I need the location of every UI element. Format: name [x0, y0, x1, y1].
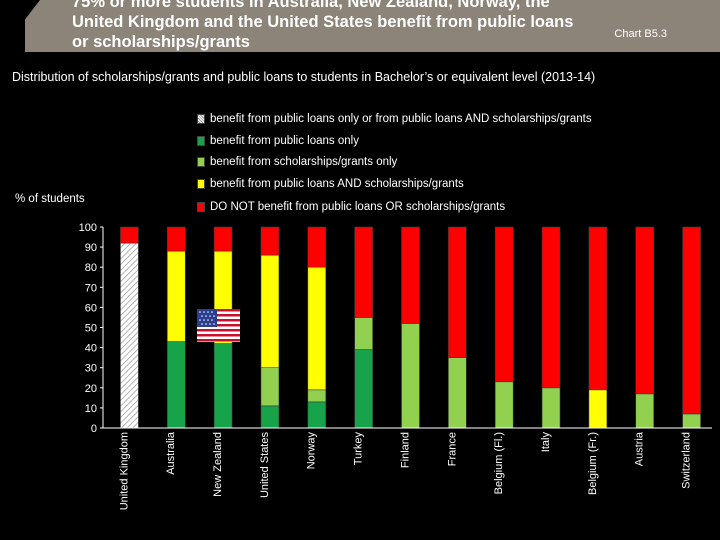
bar-segment-loans-and-scholarships: [260, 254, 280, 368]
y-tick-label: 0: [91, 423, 97, 435]
legend-label: DO NOT benefit from public loans OR scho…: [210, 201, 506, 213]
bar-segment-scholarships-only: [307, 389, 327, 403]
x-tick-label: Norway: [306, 432, 318, 470]
legend-item-none: DO NOT benefit from public loans OR scho…: [197, 200, 505, 214]
chart-subtitle: Distribution of scholarships/grants and …: [12, 70, 596, 84]
x-axis: United Kingdom Australia New Zealand United…: [103, 427, 712, 510]
bar-segment-none: [166, 226, 186, 252]
us-flag-icon: [197, 309, 240, 342]
bar-segment-scholarships-only: [448, 357, 467, 429]
bar-segment-loans-and-scholarships: [307, 266, 327, 391]
legend-swatch-both: [197, 179, 205, 189]
bar-segment-none: [120, 226, 139, 244]
y-tick-label: 90: [85, 242, 97, 254]
y-tick-label: 80: [85, 262, 97, 274]
y-tick-label: 60: [85, 302, 97, 314]
title-corner-wedge: [0, 0, 40, 52]
bar-segment-loans-and-scholarships: [166, 250, 186, 342]
legend-label: benefit from public loans only or from p…: [210, 113, 592, 125]
legend-label: benefit from public loans AND scholarshi…: [210, 178, 464, 190]
bar-segment-loans-and-scholarships: [588, 389, 608, 429]
legend-swatch-scholarships-only: [197, 157, 205, 167]
bar-segment-none: [354, 226, 373, 318]
bar-segment-none: [213, 226, 233, 252]
legend-label: benefit from scholarships/grants only: [210, 156, 398, 168]
bar-segment-loans-or-both: [120, 242, 139, 429]
y-tick-label: 20: [85, 383, 97, 395]
bar-segment-none: [588, 226, 608, 391]
x-tick-label: Australia: [165, 431, 177, 475]
bars: [120, 226, 701, 429]
bar-segment-none: [682, 226, 701, 415]
y-tick-label: 30: [85, 363, 97, 375]
bar-segment-none: [401, 226, 420, 324]
y-tick-label: 70: [85, 282, 97, 294]
bar-segment-scholarships-only: [354, 317, 373, 350]
legend-swatch-none: [197, 202, 205, 212]
bar-segment-scholarships-only: [635, 393, 655, 429]
page-title: 75% or more students in Australia, New Z…: [72, 0, 574, 51]
bar-segment-scholarships-only: [494, 381, 514, 429]
y-axis-label: % of students: [15, 193, 85, 205]
chart-id: Chart B5.3: [614, 28, 667, 40]
y-tick-label: 100: [79, 222, 97, 234]
x-tick-label: Belgium (Fl.): [493, 432, 505, 494]
bar-segment-none: [635, 226, 655, 395]
y-tick-label: 50: [85, 323, 97, 335]
bar-segment-none: [307, 226, 327, 268]
y-axis: 0 10 20 30 40 50 60 70 80 90 100: [79, 222, 104, 435]
y-tick-label: 10: [85, 403, 97, 415]
bar-segment-none: [260, 226, 280, 256]
x-tick-label: Finland: [399, 432, 411, 468]
legend-item-both: benefit from public loans AND scholarshi…: [197, 177, 464, 191]
bar-segment-none: [448, 226, 467, 358]
x-tick-label: New Zealand: [212, 432, 224, 497]
bar-segment-scholarships-only: [541, 387, 561, 429]
legend-label: benefit from public loans only: [210, 135, 359, 147]
legend-swatch-loans-only: [197, 136, 205, 146]
legend-item-scholarships-only: benefit from scholarships/grants only: [197, 155, 397, 169]
bar-segment-loans-only: [213, 343, 233, 429]
x-tick-label: Switzerland: [680, 432, 692, 489]
x-tick-label: France: [446, 432, 458, 466]
bar-segment-loans-only: [166, 341, 186, 429]
bar-segment-scholarships-only: [401, 323, 420, 429]
legend-item-hatched: benefit from public loans only or from p…: [197, 112, 592, 126]
bar-segment-loans-only: [354, 349, 373, 429]
x-tick-label: Austria: [634, 431, 646, 466]
bar-segment-none: [494, 226, 514, 383]
bar-segment-none: [541, 226, 561, 389]
x-tick-label: Belgium (Fr.): [587, 432, 599, 495]
bar-segment-scholarships-only: [260, 367, 280, 407]
legend-swatch-hatched: [197, 114, 205, 124]
x-tick-label: United Kingdom: [118, 432, 130, 510]
title-banner: 75% or more students in Australia, New Z…: [0, 0, 720, 52]
x-tick-label: Italy: [540, 432, 552, 453]
bar-segment-loans-only: [307, 401, 327, 429]
legend-item-loans-only: benefit from public loans only: [197, 134, 359, 148]
bar-segment-scholarships-only: [682, 413, 701, 429]
bar-segment-loans-only: [260, 405, 280, 429]
y-tick-label: 40: [85, 343, 97, 355]
title-background: [25, 0, 720, 52]
x-tick-label: Turkey: [353, 432, 365, 466]
x-tick-label: United States: [259, 432, 271, 499]
